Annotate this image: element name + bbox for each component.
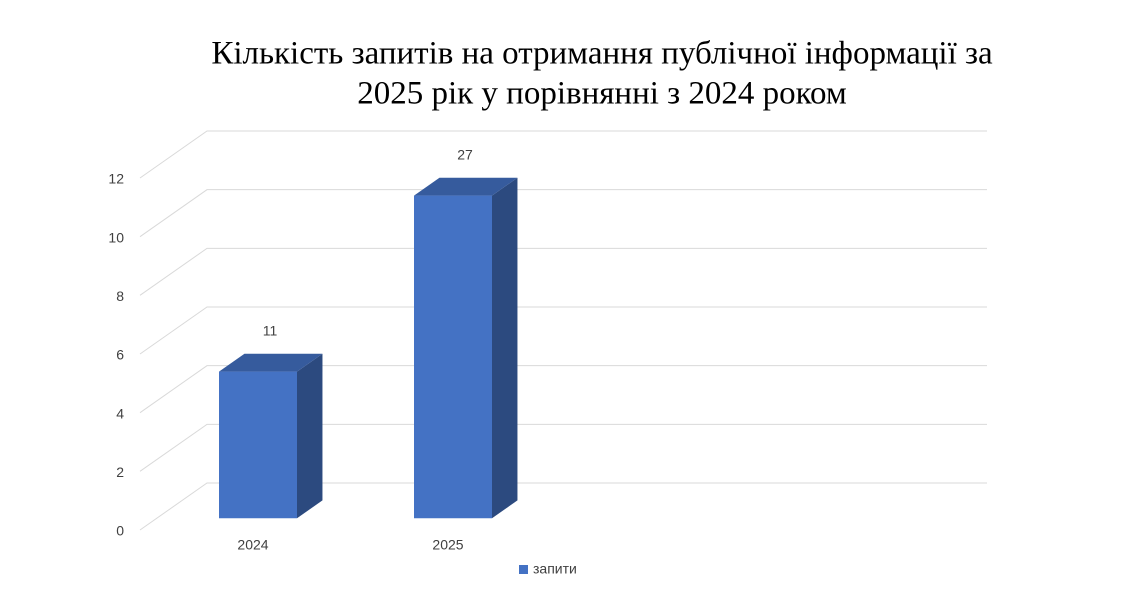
y-tick-label: 6 (116, 347, 124, 363)
bar (414, 195, 492, 519)
y-tick-label: 4 (116, 405, 124, 421)
y-tick-label: 0 (116, 523, 124, 539)
grid-line (139, 306, 987, 355)
bar-top (219, 353, 323, 372)
grid-line (139, 189, 987, 238)
bar (219, 371, 297, 519)
legend-label: запити (533, 561, 577, 577)
x-tick-label: 2025 (432, 537, 463, 553)
y-tick-label: 8 (116, 288, 124, 304)
grid-line (139, 365, 987, 414)
grid-line (139, 247, 987, 296)
y-tick-label: 10 (108, 229, 124, 245)
bar-side (297, 353, 323, 519)
data-label: 11 (263, 322, 278, 338)
chart-title: Кількість запитів на отримання публічної… (211, 36, 993, 72)
x-tick-label: 2024 (237, 537, 268, 553)
grid-line (139, 423, 987, 472)
bar-side (492, 177, 518, 519)
data-label: 27 (457, 146, 473, 162)
chart-title: 2025 рік у порівнянні з 2024 роком (357, 76, 847, 112)
grid-line (139, 130, 987, 179)
grid-line (139, 482, 987, 531)
y-tick-label: 12 (108, 171, 124, 187)
legend-swatch (519, 565, 528, 574)
bar-top (414, 177, 518, 196)
y-tick-label: 2 (116, 464, 124, 480)
